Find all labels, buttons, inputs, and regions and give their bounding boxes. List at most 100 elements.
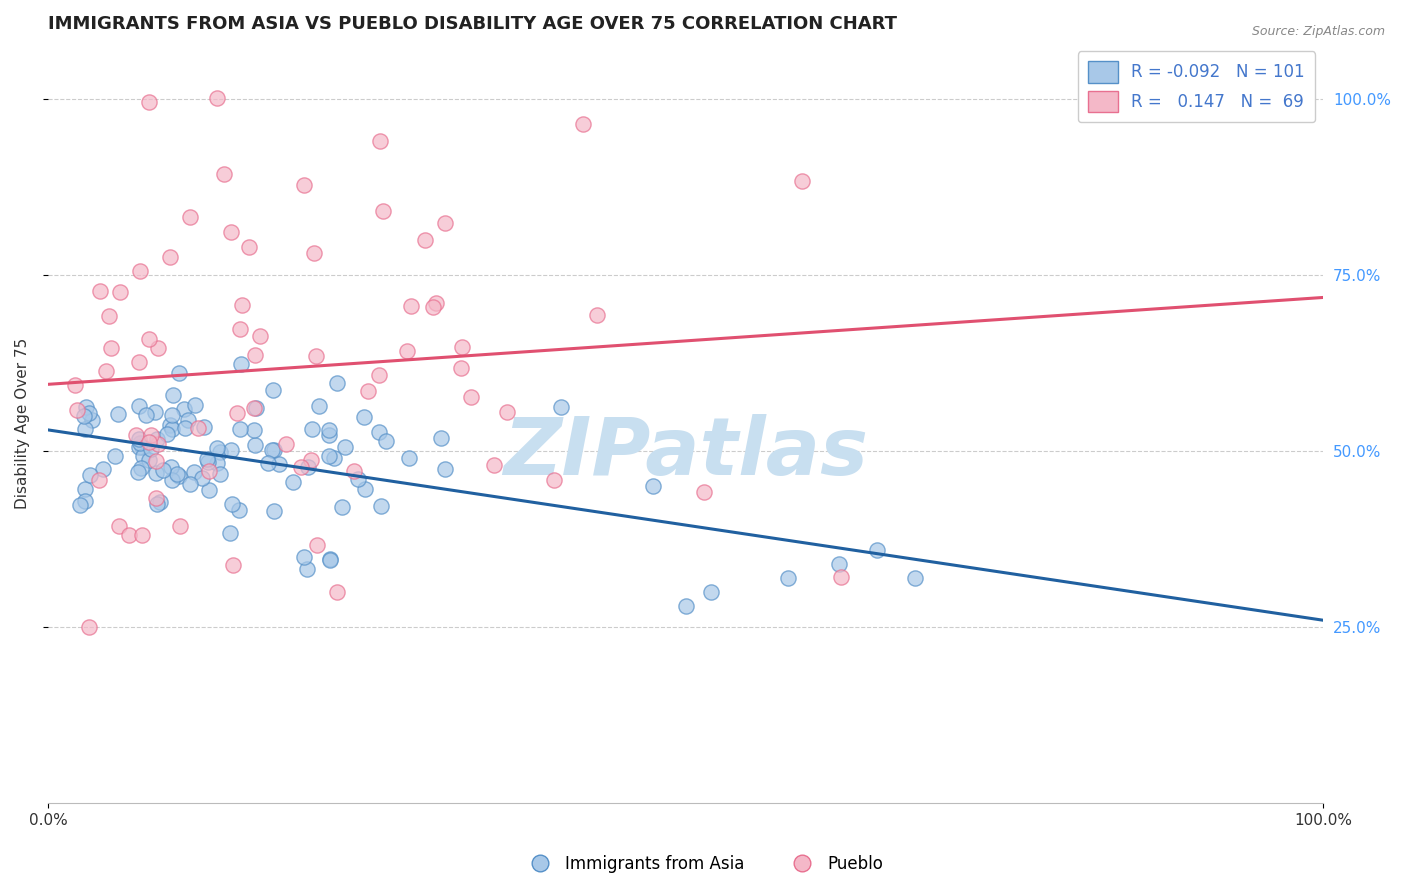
Point: [295, 562, 318, 576]
Point: [169, 519, 191, 533]
Point: [149, 494, 172, 508]
Point: [262, 442, 284, 457]
Point: [94, 364, 117, 378]
Point: [179, 477, 201, 491]
Point: [197, 454, 219, 468]
Point: [79, 467, 101, 482]
Text: ZIPatlas: ZIPatlas: [503, 415, 868, 492]
Point: [422, 300, 444, 314]
Point: [343, 464, 366, 478]
Point: [98, 309, 121, 323]
Point: [145, 405, 167, 419]
Point: [138, 453, 160, 467]
Point: [118, 528, 141, 542]
Point: [330, 500, 353, 514]
Point: [159, 418, 181, 433]
Point: [160, 422, 183, 436]
Point: [225, 405, 247, 419]
Point: [179, 210, 201, 224]
Point: [413, 233, 436, 247]
Point: [830, 570, 852, 584]
Point: [125, 428, 148, 442]
Point: [693, 485, 716, 500]
Point: [371, 203, 394, 218]
Point: [586, 308, 609, 322]
Point: [198, 483, 221, 497]
Point: [148, 437, 170, 451]
Point: [205, 90, 228, 104]
Point: [301, 421, 323, 435]
Point: [401, 299, 423, 313]
Point: [333, 440, 356, 454]
Point: [131, 461, 153, 475]
Point: [302, 246, 325, 260]
Point: [145, 491, 167, 506]
Point: [374, 434, 396, 448]
Point: [347, 472, 370, 486]
Point: [173, 420, 195, 434]
Point: [245, 401, 267, 415]
Point: [108, 285, 131, 300]
Point: [700, 585, 723, 599]
Point: [368, 425, 391, 439]
Point: [146, 497, 169, 511]
Point: [353, 482, 375, 496]
Point: [398, 450, 420, 465]
Point: [368, 368, 391, 383]
Point: [212, 167, 235, 181]
Point: [145, 453, 167, 467]
Text: IMMIGRANTS FROM ASIA VS PUEBLO DISABILITY AGE OVER 75 CORRELATION CHART: IMMIGRANTS FROM ASIA VS PUEBLO DISABILIT…: [48, 15, 897, 33]
Point: [257, 456, 280, 470]
Point: [100, 341, 122, 355]
Point: [159, 250, 181, 264]
Point: [318, 449, 340, 463]
Point: [166, 467, 188, 482]
Point: [572, 117, 595, 131]
Point: [80, 413, 103, 427]
Point: [318, 428, 340, 442]
Point: [219, 526, 242, 541]
Point: [193, 419, 215, 434]
Point: [790, 174, 813, 188]
Point: [326, 585, 349, 599]
Point: [249, 328, 271, 343]
Point: [138, 95, 160, 109]
Point: [357, 384, 380, 398]
Point: [229, 321, 252, 335]
Point: [132, 449, 155, 463]
Point: [128, 432, 150, 446]
Point: [183, 465, 205, 479]
Legend: Immigrants from Asia, Pueblo: Immigrants from Asia, Pueblo: [516, 848, 890, 880]
Point: [69, 498, 91, 512]
Point: [160, 409, 183, 423]
Point: [318, 424, 340, 438]
Point: [127, 466, 149, 480]
Point: [482, 458, 505, 472]
Point: [205, 441, 228, 455]
Point: [107, 407, 129, 421]
Point: [128, 440, 150, 454]
Point: [87, 473, 110, 487]
Point: [231, 298, 253, 312]
Point: [146, 341, 169, 355]
Point: [75, 422, 97, 436]
Point: [297, 459, 319, 474]
Point: [77, 620, 100, 634]
Point: [93, 462, 115, 476]
Point: [395, 343, 418, 358]
Point: [243, 401, 266, 415]
Point: [135, 408, 157, 422]
Point: [128, 264, 150, 278]
Point: [904, 571, 927, 585]
Point: [641, 478, 664, 492]
Point: [208, 467, 231, 481]
Point: [141, 428, 163, 442]
Point: [65, 402, 87, 417]
Point: [75, 400, 97, 414]
Point: [138, 434, 160, 449]
Point: [128, 436, 150, 450]
Point: [145, 466, 167, 480]
Point: [776, 571, 799, 585]
Point: [319, 553, 342, 567]
Point: [274, 437, 297, 451]
